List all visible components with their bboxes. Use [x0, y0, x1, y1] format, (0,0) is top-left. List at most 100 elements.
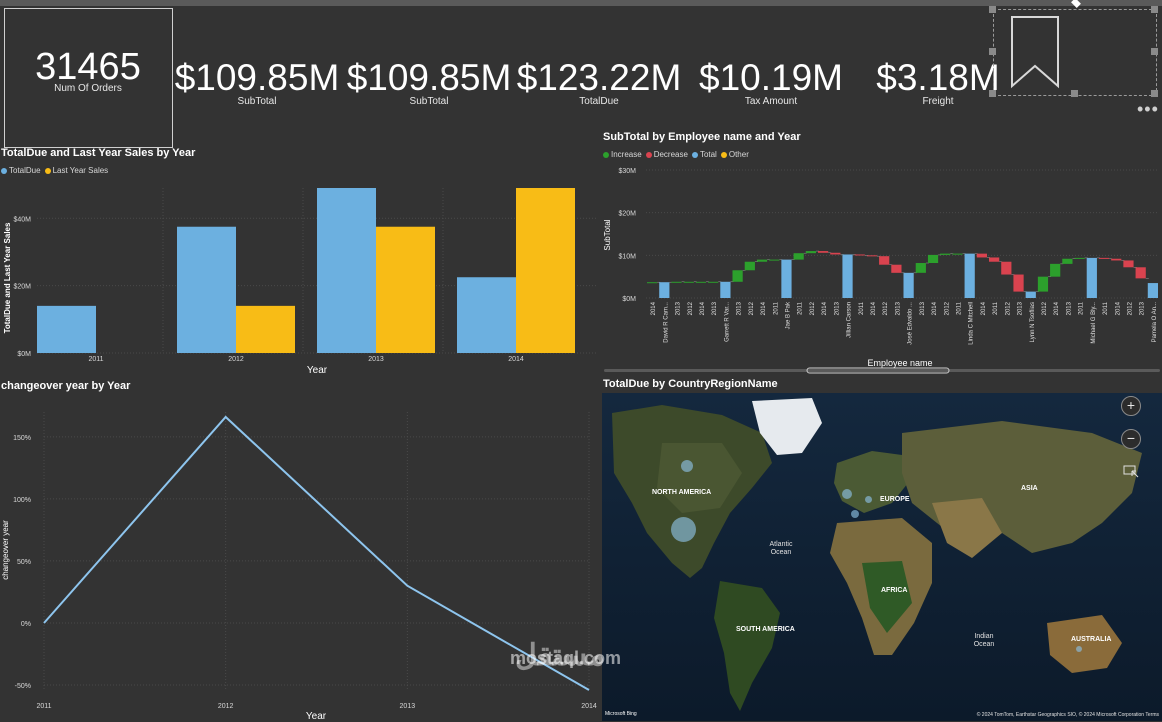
waterfall-bar-increase [952, 253, 963, 255]
world-map[interactable]: NORTH AMERICA EUROPE ASIA AFRICA SOUTH A… [602, 393, 1162, 721]
bookmark-icon [1011, 16, 1059, 89]
map-background [602, 393, 1162, 721]
kpi-subtotal-2[interactable]: $109.85M SubTotal [344, 56, 514, 107]
x-tick-label: 2011 [1103, 301, 1109, 315]
y-tick-label: $20M [618, 211, 636, 218]
bing-logo: Microsoft Bing [605, 711, 637, 717]
map-bubble[interactable] [1076, 646, 1082, 652]
waterfall-bar-total [903, 272, 914, 298]
map-attribution: © 2024 TomTom, Earthstar Geographics SIO… [976, 712, 1159, 718]
x-tick-label: 2013 [737, 301, 743, 315]
waterfall-bar-total [720, 281, 731, 298]
legend-item[interactable]: Other [720, 150, 749, 159]
line-chart-changeover[interactable]: changeover year Year -50% 0% 50% 100% 150% 20… [0, 392, 602, 722]
kpi-totaldue[interactable]: $123.22M TotalDue [514, 56, 684, 107]
kpi-tax-amount[interactable]: $10.19M Tax Amount [686, 56, 856, 107]
waterfall-bar-increase [647, 282, 658, 284]
map-bubble[interactable] [842, 489, 852, 499]
kpi-freight[interactable]: $3.18M Freight [858, 56, 1018, 107]
resize-handle[interactable] [1151, 90, 1158, 97]
x-tick-label: Jillian Carson [847, 302, 853, 338]
waterfall-bar-increase [927, 254, 939, 264]
kpi-value: 31465 [35, 46, 141, 88]
landmass-africa [862, 561, 912, 633]
x-tick-label: 2014 [1115, 301, 1121, 315]
legend-item[interactable]: Total [691, 150, 717, 159]
waterfall-bar-increase [1074, 257, 1085, 259]
watermark-logo: مستقل [515, 639, 605, 672]
waterfall-bar-decrease [891, 264, 902, 273]
kpi-value: $123.22M [516, 57, 682, 98]
y-tick-label: $10M [618, 253, 636, 260]
x-tick-label: 2012 [1042, 301, 1048, 315]
legend-item[interactable]: TotalDue [1, 166, 41, 175]
chart-title: TotalDue and Last Year Sales by Year [1, 147, 196, 159]
waterfall-bar-total [659, 282, 670, 298]
legend-item[interactable]: Increase [603, 150, 642, 159]
x-tick-label: 2011 [1079, 301, 1085, 315]
bar-chart-totaldue[interactable]: TotalDue and Last Year Sales Year $0M $20… [0, 178, 602, 378]
map-bubble[interactable] [865, 496, 872, 503]
x-tick-label: 2014 [981, 301, 987, 315]
map-bubble[interactable] [851, 510, 859, 518]
bar-last-year-sales [376, 226, 435, 353]
waterfall-bar-increase [1037, 276, 1049, 292]
resize-handle[interactable] [1151, 6, 1158, 13]
waterfall-bar-decrease [1001, 261, 1012, 275]
x-tick-label: 2012 [228, 356, 244, 363]
scrollbar-thumb[interactable] [806, 367, 950, 374]
series-line [43, 415, 590, 691]
legend-label: Increase [611, 150, 642, 159]
zoom-out-button[interactable]: − [1121, 429, 1141, 449]
kpi-subtotal-1[interactable]: $109.85M SubTotal [172, 56, 342, 107]
x-tick-label: 2011 [993, 301, 999, 315]
zoom-in-button[interactable]: + [1121, 396, 1141, 416]
waterfall-bar-total [1086, 257, 1097, 298]
resize-handle[interactable] [1151, 48, 1158, 55]
resize-handle[interactable] [989, 6, 996, 13]
legend-item[interactable]: Decrease [645, 150, 688, 159]
x-tick-label: 2012 [883, 301, 889, 315]
x-tick-label: 2011 [88, 356, 103, 363]
waterfall-bar-decrease [1111, 258, 1122, 261]
resize-handle[interactable] [1071, 90, 1078, 97]
landmass-asia [932, 498, 1002, 558]
map-bubble[interactable] [681, 460, 693, 472]
waterfall-bar-decrease [1098, 257, 1110, 259]
map-label: NORTH AMERICA [652, 489, 712, 496]
legend-label: Other [728, 150, 749, 159]
waterfall-bar-decrease [989, 257, 1000, 262]
x-tick-label: 2013 [920, 301, 926, 315]
x-tick-label: 2013 [676, 301, 682, 315]
bookmark-visual[interactable] [993, 9, 1157, 96]
waterfall-bar-decrease [830, 252, 841, 255]
waterfall-chart-subtotal[interactable]: SubTotal Employee name $0M $10M $20M $30M 20… [602, 160, 1162, 375]
bar-last-year-sales [516, 188, 575, 353]
x-tick-label: 2014 [822, 301, 828, 315]
map-selection-icon[interactable] [1123, 465, 1139, 479]
landmass-europe [834, 451, 912, 513]
landmass-australia [1047, 615, 1122, 673]
y-tick-label: $30M [618, 168, 636, 175]
x-tick-label: 2011 [859, 301, 865, 315]
resize-handle[interactable] [989, 48, 996, 55]
x-tick-label: 2013 [895, 301, 901, 315]
bar-totaldue [457, 277, 516, 353]
waterfall-bar-increase [683, 281, 694, 283]
kpi-num-orders[interactable]: 31465 Num Of Orders [8, 10, 168, 94]
x-tick-label: 2014 [508, 356, 524, 363]
resize-handle[interactable] [989, 90, 996, 97]
x-tick-label: 2011 [773, 301, 779, 315]
waterfall-bar-decrease [854, 254, 865, 256]
legend-item[interactable]: Last Year Sales [44, 166, 108, 175]
more-options-icon[interactable]: ••• [1137, 99, 1159, 119]
kpi-value: $109.85M [174, 57, 340, 98]
map-title: TotalDue by CountryRegionName [603, 378, 778, 390]
kpi-card-frame[interactable] [4, 8, 173, 148]
map-label: ASIA [1021, 485, 1038, 492]
legend-dot-icon [691, 151, 698, 158]
kpi-value: $109.85M [346, 57, 512, 98]
map-bubble[interactable] [671, 517, 696, 542]
horizontal-scrollbar[interactable] [604, 369, 1160, 372]
waterfall-bar-decrease [866, 255, 878, 257]
